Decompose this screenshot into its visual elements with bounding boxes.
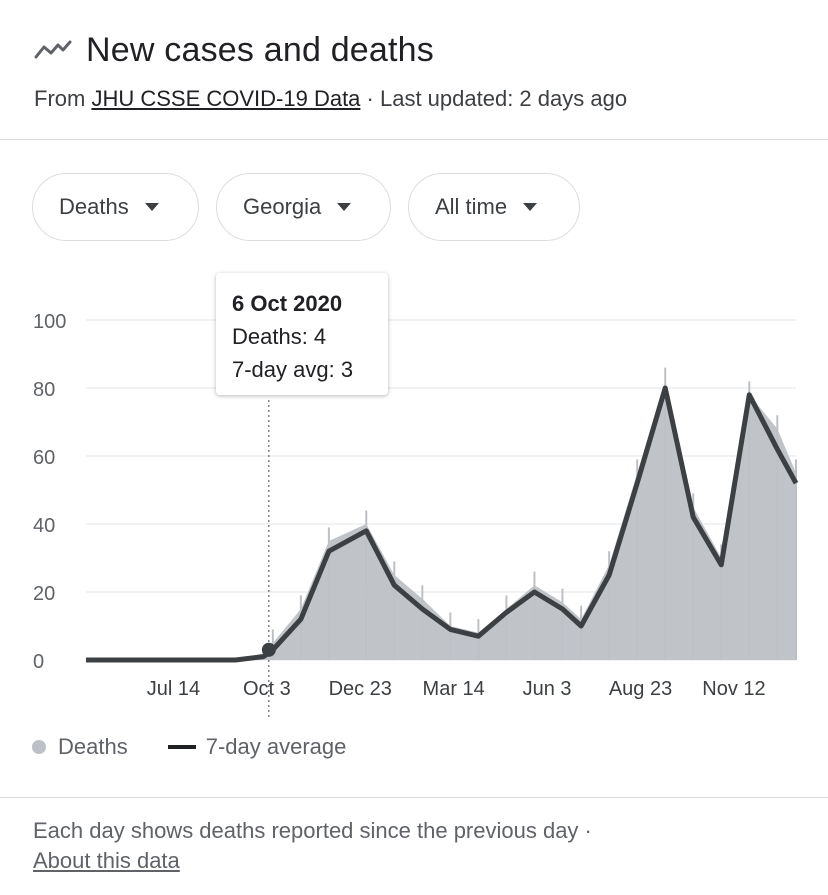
chevron-down-icon [523,203,538,211]
y-tick-label: 20 [33,583,55,605]
average-legend-swatch [167,745,196,749]
hover-point [261,642,276,657]
tooltip-date: 6 Oct 2020 [232,291,343,316]
x-tick-label: Jun 3 [523,678,572,700]
metric-dropdown-label: Deaths [59,194,129,219]
range-dropdown[interactable]: All time [408,173,580,241]
range-dropdown-label: All time [435,194,508,219]
deaths-legend-swatch [32,740,46,754]
chart-footer: Each day shows deaths reported since the… [33,816,808,876]
last-updated: · Last updated: 2 days ago [366,86,628,111]
trend-line-icon [34,40,72,59]
footer-note: Each day shows deaths reported since the… [33,818,592,843]
chevron-down-icon [337,203,352,211]
page-title: New cases and deaths [86,30,434,69]
region-dropdown-label: Georgia [243,194,322,219]
source-prefix: From [34,86,86,111]
footer-divider [0,797,828,798]
source-row: From JHU CSSE COVID-19 Data · Last updat… [34,86,808,112]
chart-legend: Deaths 7-day average [32,734,346,760]
y-tick-label: 0 [33,651,44,673]
deaths-chart[interactable]: 0 20 40 60 80 100 Jul 14 Oct 3 Dec 23 Mar 14 Jun 3… [0,260,828,730]
tooltip-deaths: Deaths: 4 [232,324,327,349]
y-tick-label: 60 [33,447,55,469]
average-legend-label: 7-day average [205,734,347,759]
chart-tooltip: 6 Oct 2020 Deaths: 4 7-day avg: 3 [216,273,388,395]
title-row: New cases and deaths [34,26,808,74]
card-header: New cases and deaths From JHU CSSE COVID… [34,26,808,112]
metric-dropdown[interactable]: Deaths [32,173,199,241]
y-tick-label: 80 [33,379,55,401]
region-dropdown[interactable]: Georgia [216,173,391,241]
about-data-link[interactable]: About this data [33,848,180,873]
y-tick-label: 40 [33,515,55,537]
filter-bar: Deaths Georgia All time [32,173,580,241]
x-tick-label: Nov 12 [702,678,765,700]
chevron-down-icon [144,203,159,211]
x-tick-label: Jul 14 [147,678,200,700]
y-tick-label: 100 [33,311,66,333]
deaths-area [86,381,796,660]
tooltip-average: 7-day avg: 3 [232,357,354,382]
x-tick-label: Mar 14 [423,678,485,700]
deaths-legend-label: Deaths [58,734,128,759]
x-tick-label: Dec 23 [329,678,392,700]
x-tick-label: Aug 23 [609,678,672,700]
x-tick-label: Oct 3 [243,678,291,700]
header-divider [0,139,828,140]
source-link[interactable]: JHU CSSE COVID-19 Data [91,86,361,111]
